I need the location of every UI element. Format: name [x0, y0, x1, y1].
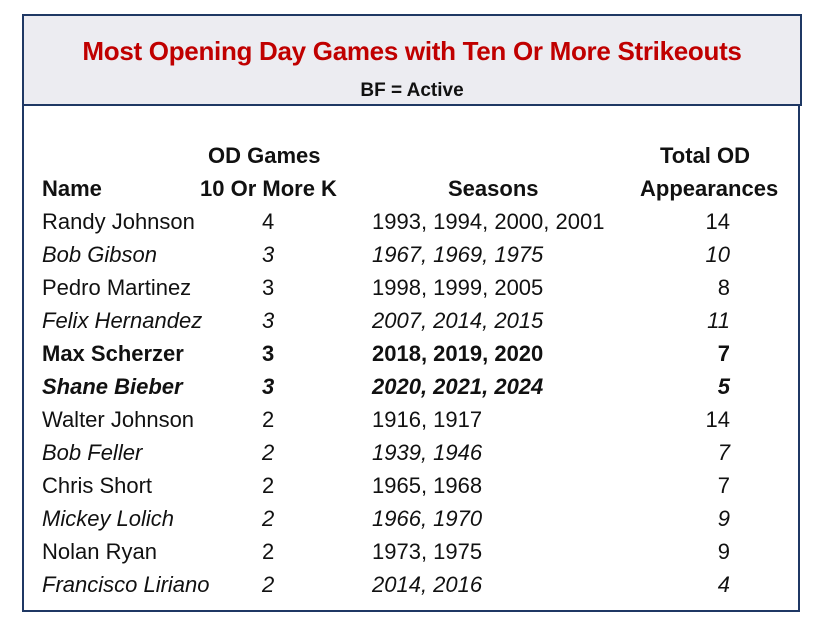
cell-seasons: 2018, 2019, 2020 [372, 341, 544, 366]
cell-seasons: 1965, 1968 [372, 473, 483, 498]
cell-name: Bob Gibson [42, 242, 157, 267]
title-banner: Most Opening Day Games with Ten Or More … [22, 14, 802, 106]
table-row: Mickey Lolich 2 1966, 1970 9 [0, 502, 822, 535]
table-row: Walter Johnson 2 1916, 1917 14 [0, 403, 822, 436]
header-games-line1: OD Games [208, 143, 321, 168]
cell-games: 3 [262, 374, 275, 399]
cell-games: 2 [262, 539, 275, 564]
cell-seasons: 2014, 2016 [372, 572, 483, 597]
page-subtitle: BF = Active [360, 80, 464, 101]
cell-games: 2 [262, 440, 275, 465]
cell-total: 7 [717, 341, 730, 366]
table-row: Shane Bieber 3 2020, 2021, 2024 5 [0, 370, 822, 403]
cell-name: Francisco Liriano [42, 572, 210, 597]
cell-total: 7 [717, 473, 730, 498]
table-row: Francisco Liriano 2 2014, 2016 4 [0, 568, 822, 601]
table-row: Pedro Martinez 3 1998, 1999, 2005 8 [0, 271, 822, 304]
cell-total: 9 [717, 539, 730, 564]
cell-seasons: 1916, 1917 [372, 407, 483, 432]
cell-seasons: 1998, 1999, 2005 [372, 275, 544, 300]
header-total-line1: Total OD [660, 143, 751, 168]
cell-name: Randy Johnson [42, 209, 195, 234]
cell-name: Pedro Martinez [42, 275, 192, 300]
cell-games: 3 [262, 308, 275, 333]
table-row: Randy Johnson 4 1993, 1994, 2000, 2001 1… [0, 205, 822, 238]
cell-games: 4 [262, 209, 275, 234]
header-name: Name [42, 176, 102, 201]
table-row: Bob Feller 2 1939, 1946 7 [0, 436, 822, 469]
cell-seasons: 2020, 2021, 2024 [372, 374, 544, 399]
cell-games: 2 [262, 506, 275, 531]
page-title: Most Opening Day Games with Ten Or More … [82, 36, 742, 66]
cell-games: 2 [262, 407, 275, 432]
cell-games: 3 [262, 242, 275, 267]
cell-name: Max Scherzer [42, 341, 184, 366]
cell-games: 3 [262, 341, 275, 366]
cell-seasons: 1967, 1969, 1975 [372, 242, 544, 267]
cell-games: 2 [262, 572, 275, 597]
table-row: Max Scherzer 3 2018, 2019, 2020 7 [0, 337, 822, 370]
cell-total: 7 [717, 440, 730, 465]
cell-seasons: 2007, 2014, 2015 [372, 308, 544, 333]
cell-games: 2 [262, 473, 275, 498]
cell-name: Nolan Ryan [42, 539, 157, 564]
header-total-line2: Appearances [640, 176, 779, 201]
cell-total: 4 [717, 572, 730, 597]
cell-total: 14 [705, 209, 730, 234]
table-row: Bob Gibson 3 1967, 1969, 1975 10 [0, 238, 822, 271]
cell-total: 9 [717, 506, 730, 531]
table-row: Nolan Ryan 2 1973, 1975 9 [0, 535, 822, 568]
cell-name: Shane Bieber [42, 374, 183, 399]
cell-total: 5 [717, 374, 730, 399]
cell-total: 14 [705, 407, 730, 432]
cell-name: Mickey Lolich [42, 506, 175, 531]
cell-name: Bob Feller [42, 440, 143, 465]
cell-games: 3 [262, 275, 275, 300]
header-games-line2: 10 Or More K [200, 176, 337, 201]
header-seasons: Seasons [448, 176, 539, 201]
cell-seasons: 1966, 1970 [372, 506, 483, 531]
cell-seasons: 1939, 1946 [372, 440, 483, 465]
cell-name: Walter Johnson [42, 407, 195, 432]
cell-total: 8 [717, 275, 730, 300]
table-row: Felix Hernandez 3 2007, 2014, 2015 11 [0, 304, 822, 337]
cell-name: Chris Short [42, 473, 153, 498]
cell-seasons: 1973, 1975 [372, 539, 483, 564]
cell-total: 11 [707, 308, 730, 333]
cell-name: Felix Hernandez [42, 308, 203, 333]
cell-seasons: 1993, 1994, 2000, 2001 [372, 209, 605, 234]
table-row: Chris Short 2 1965, 1968 7 [0, 469, 822, 502]
cell-total: 10 [705, 242, 730, 267]
